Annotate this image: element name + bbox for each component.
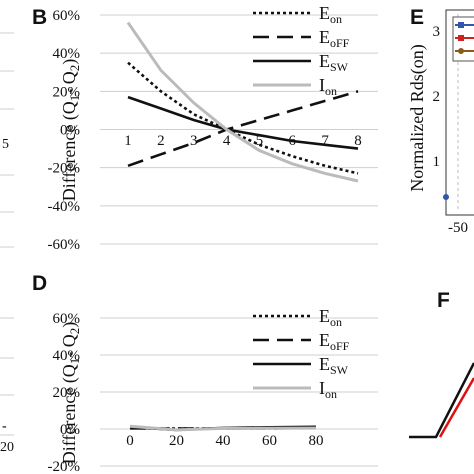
panel-f: F bbox=[409, 289, 474, 439]
d-legend-label-eoff: EoFF bbox=[319, 330, 350, 353]
b-x-tick-label: 2 bbox=[157, 133, 165, 149]
panel-d-y-ticks: 60% 40% 20% 0% -20% bbox=[48, 311, 81, 474]
panel-d-series bbox=[129, 424, 317, 432]
panel-b-series bbox=[126, 21, 359, 183]
b-legend-label-eon: Eon bbox=[319, 3, 342, 26]
d-x-tick-label: 80 bbox=[309, 433, 324, 449]
b-series-line-esw bbox=[127, 95, 359, 150]
panel-f-line-red bbox=[438, 377, 474, 438]
panel-d-label: D bbox=[32, 272, 47, 295]
panel-d-y-axis-label: Difference (Q1- Q2) bbox=[59, 322, 82, 465]
b-x-tick-label: 5 bbox=[256, 133, 264, 149]
panel-b-y-axis-label: Difference (Q1- Q2) bbox=[59, 59, 82, 202]
d-x-tick-label: 20 bbox=[169, 433, 184, 449]
d-x-tick-label: 60 bbox=[262, 433, 277, 449]
b-y-tick-label: -20% bbox=[48, 161, 81, 177]
b-legend-label-eoff: EoFF bbox=[319, 27, 350, 50]
panel-e-legend-marker-brown bbox=[458, 48, 464, 54]
b-series-line-ion bbox=[126, 21, 359, 183]
panel-f-label: F bbox=[437, 289, 450, 312]
panel-b-y-ticks: 60% 40% 20% 0% -20% -40% -60% bbox=[48, 8, 81, 253]
d-series-line-ion bbox=[129, 424, 317, 432]
d-legend-label-esw: ESW bbox=[319, 354, 349, 377]
d-y-tick-label: 60% bbox=[53, 311, 81, 327]
d-x-tick-label: 0 bbox=[126, 433, 134, 449]
b-y-tick-label: -40% bbox=[48, 199, 81, 215]
panel-e-y-axis-label: Normalized Rds(on) bbox=[407, 44, 428, 191]
d-legend-label-eon: Eon bbox=[319, 306, 342, 329]
left-bottom-mark-fragment: - bbox=[2, 419, 7, 434]
d-y-tick-label: 0% bbox=[60, 422, 80, 438]
b-x-tick-label: 8 bbox=[354, 133, 362, 149]
panel-e-label: E bbox=[410, 6, 424, 29]
panel-e-legend-marker-blue bbox=[458, 22, 464, 28]
panel-e: E 3 2 1 Normalized Rds(on) -50 bbox=[407, 6, 474, 236]
panel-e-plot-frame bbox=[445, 9, 474, 216]
d-y-tick-label: -20% bbox=[48, 459, 81, 474]
d-y-tick-label: 40% bbox=[53, 348, 81, 364]
d-x-tick-label: 40 bbox=[216, 433, 231, 449]
b-y-tick-label: 20% bbox=[53, 84, 81, 100]
panel-d-x-ticks: 0 20 40 60 80 bbox=[126, 433, 323, 449]
panel-e-x-tick: -50 bbox=[448, 220, 468, 236]
left-bottom-tick-fragment: 20 bbox=[0, 440, 14, 455]
d-legend-label-ion: Ion bbox=[319, 378, 337, 401]
panel-e-data-point bbox=[443, 194, 449, 200]
b-legend-label-ion: Ion bbox=[319, 75, 337, 98]
panel-e-y-tick: 1 bbox=[433, 154, 441, 170]
panel-e-y-tick: 2 bbox=[433, 89, 441, 105]
b-legend-label-esw: ESW bbox=[319, 51, 349, 74]
panel-f-line-black bbox=[409, 362, 474, 439]
b-y-tick-label: 40% bbox=[53, 46, 81, 62]
left-top-tick-fragment: 5 bbox=[2, 137, 9, 152]
panel-d: D 60% 40% 20% 0% -20% 0 20 40 60 80 Difference (… bbox=[32, 272, 378, 474]
b-y-tick-label: 60% bbox=[53, 8, 81, 24]
b-series-line-eoff bbox=[127, 90, 359, 168]
panel-e-legend bbox=[452, 16, 474, 62]
left-fragment: 5 - 20 bbox=[0, 32, 14, 455]
b-y-tick-label: 0% bbox=[60, 123, 80, 139]
panel-b-gridlines bbox=[100, 14, 378, 245]
b-x-tick-label: 7 bbox=[321, 133, 329, 149]
b-series-line-eon bbox=[127, 61, 359, 175]
b-x-tick-label: 1 bbox=[124, 133, 132, 149]
d-y-tick-label: 20% bbox=[53, 385, 81, 401]
b-x-tick-label: 4 bbox=[223, 133, 231, 149]
panel-e-y-tick: 3 bbox=[433, 24, 441, 40]
b-y-tick-label: -60% bbox=[48, 237, 81, 253]
panel-e-legend-marker-red bbox=[458, 35, 464, 41]
b-x-tick-label: 3 bbox=[190, 133, 198, 149]
panel-b-label: B bbox=[32, 6, 47, 29]
